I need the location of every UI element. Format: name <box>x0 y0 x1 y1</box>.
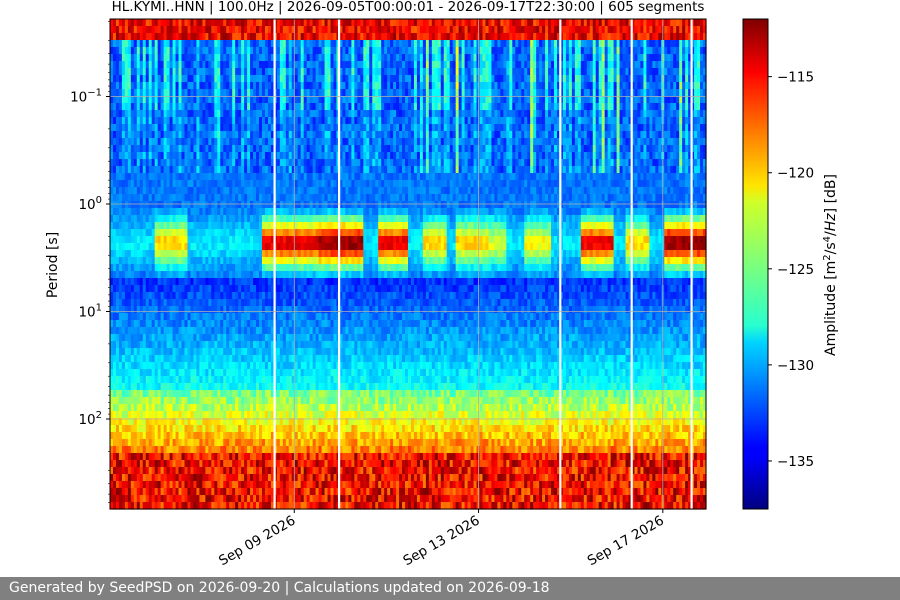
y-tick-label: 102 <box>78 410 102 428</box>
x-tick-label: Sep 17 2026 <box>585 513 667 570</box>
y-tick-label: 10−1 <box>70 88 102 106</box>
psd-figure: HL.KYMI..HNN | 100.0Hz | 2026-09-05T00:0… <box>45 0 839 569</box>
colorbar-tick-label: −125 <box>777 262 814 278</box>
colorbar-tick-label: −120 <box>777 166 814 182</box>
y-axis: 10−1 100 101 102 <box>70 21 110 503</box>
data-gaps <box>273 19 693 509</box>
colorbar <box>742 18 769 510</box>
y-axis-label: Period [s] <box>45 232 61 298</box>
x-tick-label: Sep 13 2026 <box>400 513 482 570</box>
footer-text: Generated by SeedPSD on 2026-09-20 | Cal… <box>9 580 550 596</box>
plot-frame <box>109 18 707 510</box>
footer-bar: Generated by SeedPSD on 2026-09-20 | Cal… <box>0 577 900 600</box>
colorbar-ticks: −115 −120 −125 −130 −135 <box>768 70 814 470</box>
x-axis: Sep 09 2026 Sep 13 2026 Sep 17 2026 <box>216 509 667 569</box>
y-tick-label: 101 <box>78 303 102 321</box>
colorbar-tick-label: −130 <box>777 358 814 374</box>
grid-lines <box>110 19 706 509</box>
x-tick-label: Sep 09 2026 <box>216 513 298 570</box>
colorbar-label: Amplitude [m2/s4/Hz] [dB] <box>822 174 839 356</box>
y-tick-label: 100 <box>78 195 102 213</box>
colorbar-tick-label: −115 <box>777 70 814 86</box>
spectrogram-heatmap <box>110 19 707 510</box>
colorbar-tick-label: −135 <box>777 454 814 470</box>
chart-title: HL.KYMI..HNN | 100.0Hz | 2026-09-05T00:0… <box>112 0 705 15</box>
